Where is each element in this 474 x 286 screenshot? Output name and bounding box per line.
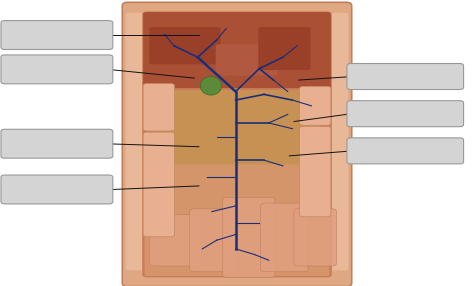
FancyBboxPatch shape xyxy=(1,55,113,84)
FancyBboxPatch shape xyxy=(143,132,174,237)
FancyBboxPatch shape xyxy=(149,27,220,64)
FancyBboxPatch shape xyxy=(149,214,201,266)
FancyBboxPatch shape xyxy=(143,84,174,131)
FancyBboxPatch shape xyxy=(347,101,464,127)
FancyBboxPatch shape xyxy=(142,11,332,277)
FancyBboxPatch shape xyxy=(258,27,310,70)
FancyBboxPatch shape xyxy=(347,63,464,90)
FancyBboxPatch shape xyxy=(1,21,113,49)
Ellipse shape xyxy=(200,77,221,95)
FancyBboxPatch shape xyxy=(300,86,331,125)
FancyBboxPatch shape xyxy=(261,203,308,272)
FancyBboxPatch shape xyxy=(126,13,159,270)
FancyBboxPatch shape xyxy=(122,2,352,286)
FancyBboxPatch shape xyxy=(223,197,275,277)
FancyBboxPatch shape xyxy=(300,126,331,217)
FancyBboxPatch shape xyxy=(190,209,237,272)
FancyBboxPatch shape xyxy=(347,138,464,164)
FancyBboxPatch shape xyxy=(1,129,113,158)
FancyBboxPatch shape xyxy=(154,90,320,167)
FancyBboxPatch shape xyxy=(294,209,337,266)
FancyBboxPatch shape xyxy=(315,13,348,270)
FancyBboxPatch shape xyxy=(216,44,277,76)
FancyBboxPatch shape xyxy=(1,175,113,204)
FancyBboxPatch shape xyxy=(145,164,329,276)
FancyBboxPatch shape xyxy=(143,12,331,88)
